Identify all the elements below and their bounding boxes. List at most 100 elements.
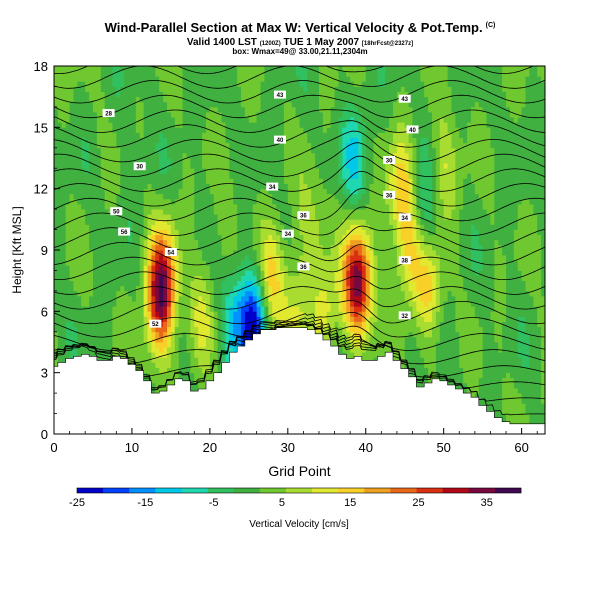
velocity-cell [373, 275, 378, 282]
velocity-cell [377, 163, 382, 169]
velocity-cell [147, 316, 152, 322]
velocity-cell [205, 91, 211, 98]
velocity-cell [73, 326, 78, 333]
velocity-cell [256, 260, 261, 266]
velocity-cell [202, 224, 207, 230]
velocity-cell [213, 301, 219, 307]
velocity-cell [155, 357, 160, 363]
velocity-cell [57, 142, 63, 149]
velocity-cell [237, 265, 242, 271]
velocity-cell [330, 275, 335, 282]
velocity-cell [233, 224, 238, 230]
velocity-cell [381, 173, 386, 179]
velocity-cell [61, 132, 67, 138]
velocity-cell [322, 234, 328, 241]
velocity-cell [128, 91, 133, 98]
velocity-cell [385, 316, 390, 322]
velocity-cell [260, 152, 265, 159]
velocity-cell [92, 352, 98, 358]
velocity-cell [241, 147, 246, 154]
velocity-cell [182, 306, 187, 312]
velocity-cell [369, 183, 374, 190]
velocity-cell [295, 81, 300, 87]
velocity-cell [252, 163, 258, 169]
velocity-cell [202, 239, 207, 246]
velocity-cell [272, 250, 277, 256]
velocity-cell [147, 250, 152, 256]
velocity-cell [248, 147, 254, 154]
velocity-cell [198, 147, 203, 154]
velocity-cell [65, 188, 70, 195]
velocity-cell [65, 147, 70, 154]
velocity-cell [256, 101, 261, 108]
velocity-cell [174, 137, 180, 144]
velocity-cell [57, 127, 63, 133]
velocity-cell [124, 260, 129, 266]
velocity-cell [151, 275, 156, 282]
velocity-cell [54, 342, 59, 348]
velocity-cell [190, 239, 195, 246]
velocity-cell [377, 219, 382, 225]
velocity-cell [182, 326, 187, 333]
velocity-cell [291, 86, 297, 92]
velocity-cell [385, 224, 390, 230]
velocity-cell [326, 260, 332, 266]
velocity-cell [69, 290, 74, 297]
velocity-cell [381, 275, 386, 282]
velocity-cell [334, 163, 339, 169]
velocity-cell [365, 168, 371, 174]
velocity-cell [334, 188, 339, 195]
velocity-cell [108, 66, 113, 72]
velocity-cell [143, 193, 148, 200]
velocity-cell [167, 316, 172, 322]
velocity-cell [92, 280, 98, 287]
velocity-cell [194, 198, 199, 205]
velocity-cell [54, 142, 59, 149]
velocity-cell [326, 137, 332, 144]
velocity-cell [221, 260, 226, 266]
velocity-cell [365, 106, 371, 113]
velocity-cell [248, 127, 254, 133]
velocity-cell [307, 219, 312, 225]
velocity-cell [174, 147, 180, 154]
velocity-cell [217, 106, 222, 113]
velocity-cell [299, 168, 304, 174]
velocity-cell [128, 112, 133, 118]
velocity-cell [338, 214, 343, 220]
velocity-cell [182, 260, 187, 266]
velocity-cell [268, 275, 273, 282]
velocity-cell [151, 388, 156, 394]
velocity-cell [116, 152, 121, 159]
velocity-cell [381, 96, 386, 103]
velocity-cell [81, 301, 86, 307]
velocity-cell [77, 96, 82, 103]
velocity-cell [322, 142, 328, 149]
velocity-cell [280, 250, 285, 256]
velocity-cell [159, 122, 164, 128]
velocity-cell [128, 193, 133, 200]
velocity-cell [350, 183, 355, 190]
velocity-cell [369, 214, 374, 220]
velocity-cell [61, 316, 67, 322]
velocity-cell [151, 260, 156, 266]
velocity-cell [108, 96, 113, 103]
velocity-cell [295, 183, 300, 190]
velocity-cell [299, 239, 304, 246]
velocity-cell [108, 132, 113, 138]
velocity-cell [354, 137, 359, 144]
velocity-cell [357, 158, 363, 164]
velocity-cell [104, 127, 109, 133]
velocity-cell [81, 76, 86, 82]
velocity-cell [159, 347, 164, 353]
velocity-cell [167, 239, 172, 246]
velocity-cell [233, 234, 238, 241]
velocity-cell [92, 250, 98, 256]
velocity-cell [334, 173, 339, 179]
velocity-cell [170, 336, 176, 343]
velocity-cell [330, 137, 335, 144]
velocity-cell [287, 178, 293, 184]
velocity-cell [108, 234, 113, 241]
velocity-cell [322, 306, 328, 312]
velocity-cell [354, 127, 359, 133]
velocity-cell [61, 158, 67, 164]
